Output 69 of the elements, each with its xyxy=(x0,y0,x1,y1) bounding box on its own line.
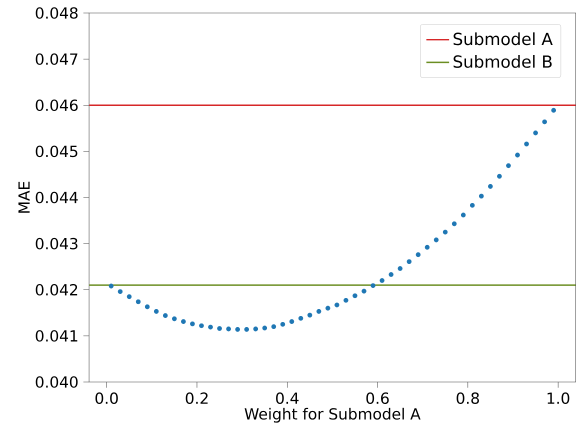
y-tick-label: 0.047 xyxy=(36,53,78,65)
point xyxy=(226,326,231,332)
point xyxy=(244,327,250,332)
x-axis-title: Weight for Submodel A xyxy=(244,408,421,423)
point xyxy=(262,326,268,330)
y-tick-label: 0.044 xyxy=(36,192,78,204)
point xyxy=(442,230,448,234)
point xyxy=(542,119,547,124)
point xyxy=(108,284,114,288)
point xyxy=(280,322,286,327)
y-tick-label: 0.041 xyxy=(36,330,78,342)
legend-label: Submodel A xyxy=(454,32,553,46)
point xyxy=(406,259,412,264)
point xyxy=(162,313,168,318)
y-tick-label: 0.043 xyxy=(36,238,78,250)
point xyxy=(172,316,177,322)
legend-label: Submodel B xyxy=(454,54,552,68)
point xyxy=(515,152,520,158)
point xyxy=(424,244,430,250)
y-tick-label: 0.046 xyxy=(36,99,78,112)
point xyxy=(352,293,358,298)
x-tick-label: 0.6 xyxy=(366,392,389,404)
x-tick-label: 0.0 xyxy=(95,392,118,404)
point xyxy=(380,278,384,283)
y-tick-label: 0.048 xyxy=(36,7,78,19)
point xyxy=(497,174,502,179)
point xyxy=(298,316,304,321)
x-tick-label: 0.8 xyxy=(456,392,479,404)
point xyxy=(460,212,466,218)
point xyxy=(416,252,421,258)
point xyxy=(524,142,529,146)
point xyxy=(253,326,258,332)
point xyxy=(370,283,376,288)
y-tick-label: 0.042 xyxy=(36,284,78,296)
point xyxy=(344,298,348,303)
point xyxy=(533,130,538,136)
point xyxy=(118,289,123,294)
point xyxy=(289,319,294,324)
point xyxy=(217,326,222,331)
point xyxy=(478,194,484,199)
point xyxy=(506,163,511,168)
point xyxy=(154,309,159,314)
point xyxy=(307,312,312,318)
point xyxy=(144,304,150,310)
point xyxy=(398,266,403,271)
point xyxy=(316,309,322,314)
y-axis-title: MAE xyxy=(18,182,30,213)
point xyxy=(388,272,394,277)
point xyxy=(470,202,475,208)
point xyxy=(271,324,276,330)
point xyxy=(199,323,204,328)
point xyxy=(190,321,195,326)
point xyxy=(136,299,141,304)
point xyxy=(235,327,240,332)
point xyxy=(334,302,340,308)
point xyxy=(452,221,457,226)
point xyxy=(551,108,556,113)
y-tick-label: 0.045 xyxy=(36,146,78,158)
x-tick-label: 0.4 xyxy=(276,392,299,404)
point xyxy=(126,294,132,300)
point xyxy=(488,184,493,189)
x-tick-label: 1.0 xyxy=(548,392,570,404)
y-tick-label: 0.040 xyxy=(36,376,78,388)
point xyxy=(434,238,439,242)
point xyxy=(325,306,330,311)
point xyxy=(181,319,186,324)
point xyxy=(208,324,213,330)
x-tick-label: 0.2 xyxy=(186,392,208,404)
point xyxy=(362,288,366,294)
